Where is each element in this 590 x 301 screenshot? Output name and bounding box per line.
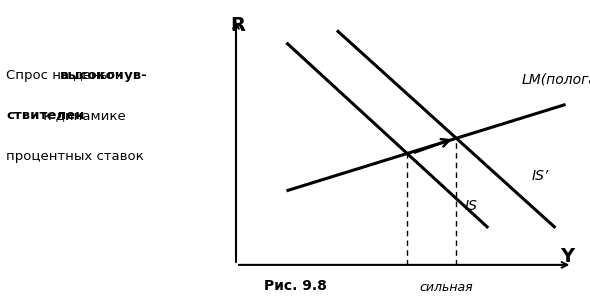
Text: процентных ставок: процентных ставок — [6, 150, 143, 163]
Text: LM(пологая): LM(пологая) — [522, 73, 590, 87]
Text: IS: IS — [465, 199, 477, 213]
Text: к динамике: к динамике — [40, 109, 126, 123]
Text: высокочув-: высокочув- — [60, 69, 148, 82]
Text: R: R — [230, 16, 245, 35]
Text: Спрос на деньги: Спрос на деньги — [6, 69, 127, 82]
Text: Рис. 9.8: Рис. 9.8 — [264, 279, 326, 293]
Text: сильная: сильная — [419, 281, 473, 293]
Text: IS’: IS’ — [532, 169, 549, 183]
Text: Y: Y — [560, 247, 574, 266]
Text: ствителен: ствителен — [6, 109, 84, 123]
